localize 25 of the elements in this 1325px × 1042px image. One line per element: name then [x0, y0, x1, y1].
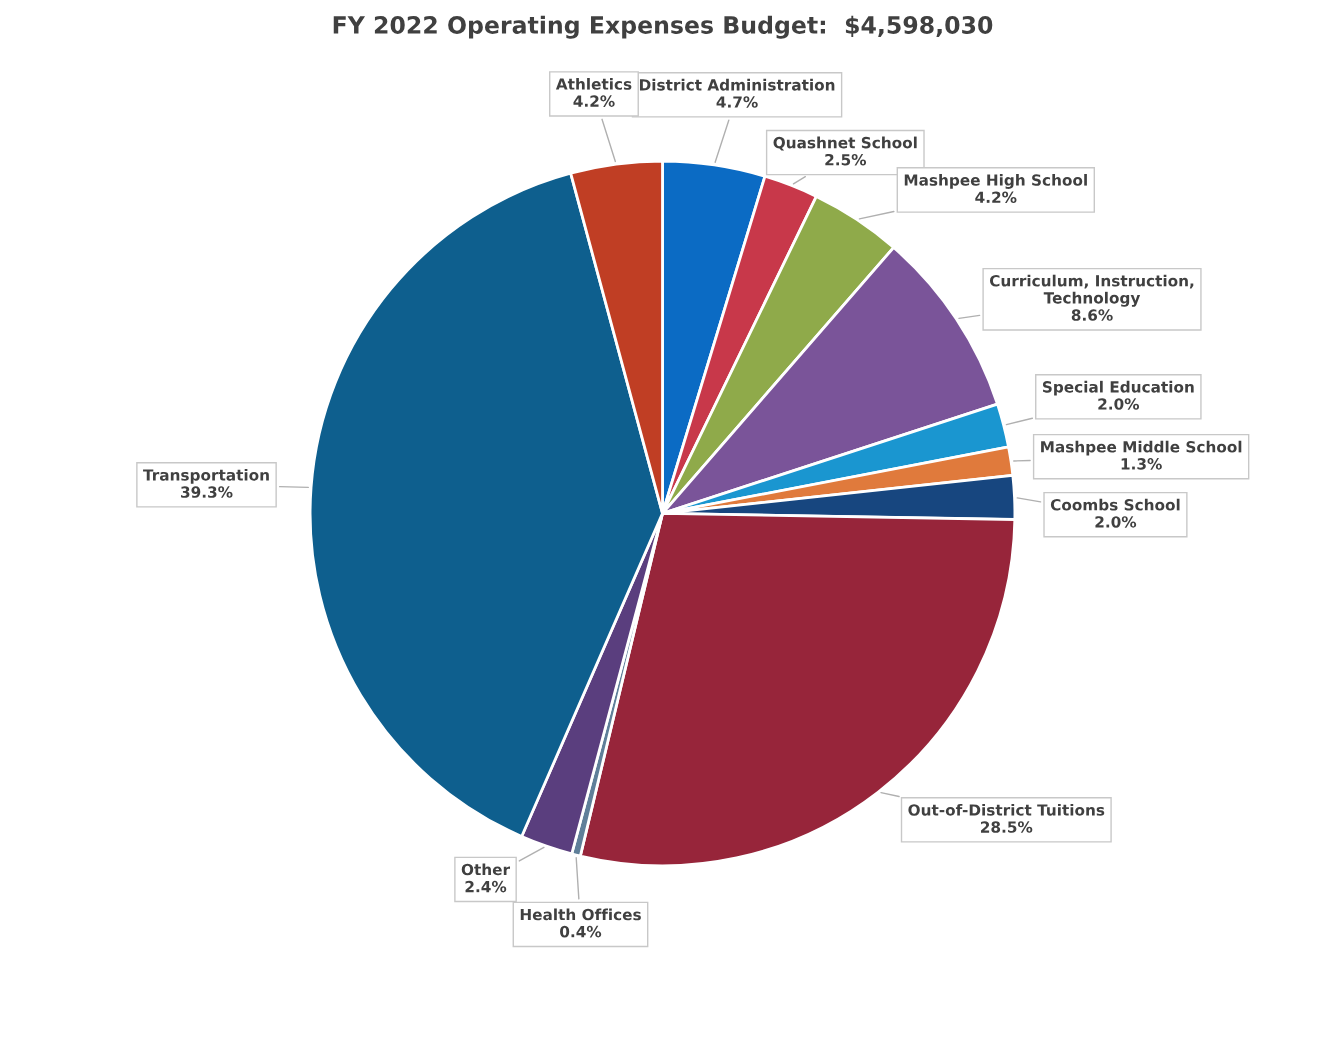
slice-label: Quashnet School: [773, 136, 917, 151]
slice-label: Coombs School: [1050, 498, 1180, 511]
slice-label: Mashpee High School: [904, 173, 1087, 189]
slice-label: Curriculum, Instruction, Technology: [989, 274, 1194, 307]
slice-label: Health Offices: [520, 908, 641, 921]
data-label: 4.7%: [716, 96, 758, 108]
data-label: 2.0%: [1098, 398, 1140, 410]
data-label: 2.0%: [1095, 516, 1137, 528]
slice-label: District Administration: [639, 78, 835, 91]
slice-label: Out-of-District Tuitions: [908, 803, 1105, 816]
slice-label: Special Education: [1042, 380, 1194, 396]
data-label: 1.3%: [1121, 458, 1162, 470]
data-label: 2.4%: [465, 880, 507, 893]
data-label: 4.2%: [573, 95, 615, 107]
slice-label: Athletics: [555, 77, 632, 90]
slice-label: Transportation: [143, 468, 269, 484]
data-label: 8.6%: [1071, 309, 1113, 321]
data-label: 28.5%: [981, 821, 1033, 833]
chart-title: FY 2022 Operating Expenses Budget: $4,598,030: [333, 15, 993, 39]
data-label: 39.3%: [181, 486, 233, 498]
slice-label: Other: [461, 863, 511, 876]
data-label: 4.2%: [975, 191, 1017, 204]
slice-label: Mashpee Middle School: [1041, 440, 1242, 456]
data-label: 0.4%: [560, 925, 602, 938]
data-label: 2.5%: [825, 153, 867, 166]
